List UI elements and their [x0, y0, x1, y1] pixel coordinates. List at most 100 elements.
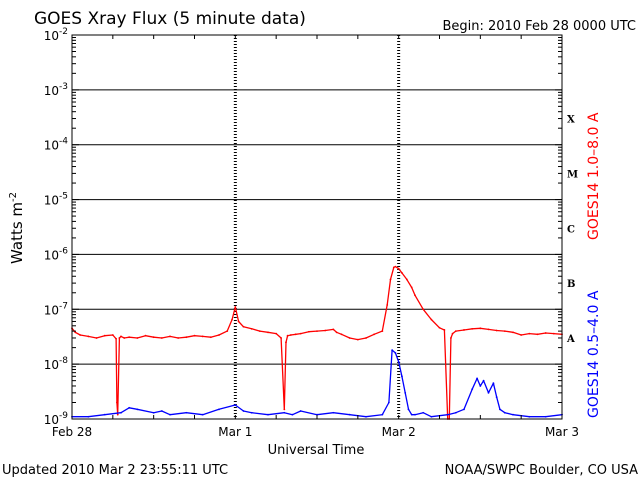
series-point-1: [136, 408, 139, 411]
series-point-0: [373, 333, 376, 336]
legend-goes14-long: GOES14 1.0–8.0 A: [586, 112, 602, 240]
series-point-1: [404, 391, 407, 394]
y-axis-label-group: Watts m-2: [8, 192, 26, 264]
series-point-1: [348, 413, 351, 416]
series-point-1: [291, 413, 294, 416]
series-point-0: [95, 337, 98, 339]
series-point-1: [365, 415, 367, 418]
series-point-0: [103, 334, 106, 337]
series-point-1: [201, 413, 204, 416]
y-tick-label: 10-2: [44, 27, 68, 43]
x-tick-label: Mar 2: [382, 425, 416, 439]
flare-class-label: B: [567, 279, 575, 290]
series-point-0: [128, 336, 131, 339]
series-point-0: [479, 327, 482, 330]
series-point-0: [386, 304, 389, 306]
series-point-1: [387, 401, 390, 404]
y-axis-label: Watts m: [8, 202, 26, 264]
series-point-0: [528, 332, 531, 335]
series-point-0: [294, 333, 297, 336]
y-tick-label: 10-8: [44, 356, 69, 372]
x-axis-label: Universal Time: [268, 443, 365, 458]
series-point-0: [365, 337, 367, 339]
series-point-0: [231, 318, 233, 321]
y-axis-label-exponent: -2: [8, 192, 19, 202]
series-point-0: [520, 334, 523, 336]
series-point-1: [512, 413, 514, 416]
series-point-0: [422, 308, 425, 311]
series-point-0: [495, 329, 498, 332]
series-point-0: [267, 331, 269, 334]
series-point-0: [414, 294, 416, 297]
series-point-0: [116, 413, 119, 416]
series-point-1: [503, 411, 506, 414]
series-point-1: [499, 408, 501, 411]
series-point-0: [401, 272, 403, 274]
series-point-1: [283, 411, 286, 414]
series-point-0: [463, 329, 465, 331]
flare-class-label: A: [566, 334, 575, 345]
series-point-0: [512, 331, 514, 334]
series-label-blue-group: GOES14 0.5–4.0 A: [586, 290, 602, 418]
legend-goes14-short: GOES14 0.5–4.0 A: [586, 290, 602, 418]
series-point-0: [275, 332, 278, 335]
footer-updated: Updated 2010 Mar 2 23:55:11 UTC: [2, 463, 228, 478]
y-tick-label: 10-6: [44, 246, 69, 262]
series-point-1: [169, 413, 171, 416]
series-point-0: [552, 332, 555, 335]
series-point-0: [250, 327, 253, 330]
footer-credit: NOAA/SWPC Boulder, CO USA: [445, 463, 638, 478]
series-point-0: [536, 333, 539, 336]
series-point-1: [471, 388, 474, 391]
begin-label: Begin: 2010 Feb 28 0000 UTC: [442, 19, 636, 34]
series-point-0: [438, 326, 441, 329]
series-point-1: [446, 413, 449, 416]
series-point-1: [391, 349, 394, 352]
series-point-0: [79, 334, 82, 336]
series-point-0: [394, 265, 397, 268]
series-point-1: [487, 391, 490, 394]
series-point-0: [111, 334, 114, 336]
series-point-0: [74, 331, 77, 334]
series-point-0: [430, 318, 433, 321]
series-point-0: [237, 320, 240, 323]
series-point-1: [476, 377, 478, 380]
x-tick-label: Mar 1: [218, 425, 252, 439]
series-point-1: [332, 411, 335, 414]
series-point-1: [381, 413, 384, 416]
y-tick-label: 10-5: [44, 192, 68, 208]
series-point-1: [394, 352, 397, 354]
series-point-0: [332, 328, 335, 331]
series-point-1: [103, 413, 106, 416]
series-point-1: [401, 375, 403, 378]
series-point-1: [128, 406, 131, 409]
series-label-red-group: GOES14 1.0–8.0 A: [586, 112, 602, 240]
y-tick-label: 10-3: [44, 82, 68, 98]
series-point-0: [285, 341, 287, 344]
series-point-0: [209, 336, 212, 339]
y-tick-label: 10-7: [44, 301, 68, 317]
series-point-1: [492, 382, 495, 385]
series-point-1: [267, 413, 269, 416]
series-point-1: [242, 410, 245, 412]
series-point-0: [169, 335, 171, 338]
series-line-1: [72, 349, 563, 418]
chart-title: GOES Xray Flux (5 minute data): [34, 9, 306, 29]
series-point-0: [544, 332, 547, 334]
series-line-0: [71, 265, 563, 420]
series-point-1: [185, 411, 188, 414]
series-point-0: [487, 328, 490, 331]
series-point-0: [397, 267, 400, 270]
series-point-0: [280, 337, 282, 339]
series-point-1: [407, 408, 410, 411]
series-point-1: [234, 404, 237, 406]
series-point-1: [479, 385, 482, 387]
x-tick-label: Mar 3: [545, 425, 579, 439]
series-point-0: [471, 327, 474, 330]
y-tick-label: 10-4: [44, 137, 69, 153]
series-point-0: [454, 330, 457, 333]
series-point-0: [160, 337, 163, 339]
series-point-1: [414, 413, 416, 416]
series-point-1: [422, 411, 425, 414]
